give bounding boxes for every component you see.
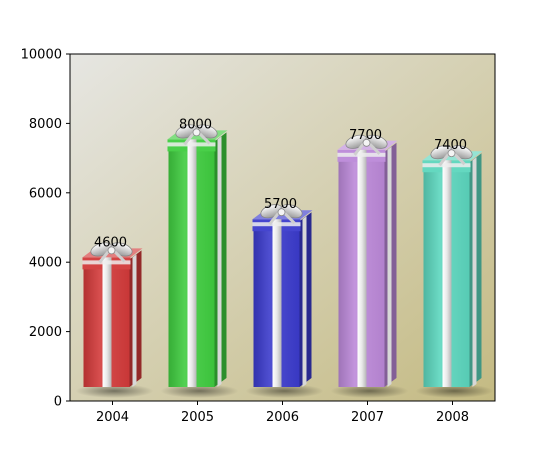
gift-bow (90, 242, 133, 264)
gift-shadow (75, 384, 154, 398)
gift-ribbon-band (252, 222, 301, 227)
x-tick-label: 2006 (266, 410, 299, 425)
x-tick-label: 2007 (351, 410, 384, 425)
bar-value-label: 7400 (434, 138, 467, 153)
gift-bar (75, 242, 154, 398)
gift-ribbon (102, 257, 112, 387)
gift-ribbon-side (302, 216, 307, 387)
gift-ribbon-side (472, 157, 477, 387)
gift-ribbon-band (82, 260, 131, 265)
gift-shadow (330, 384, 409, 398)
y-tick-label: 0 (54, 395, 62, 410)
x-tick-label: 2005 (181, 410, 214, 425)
gift-ribbon-band (337, 152, 386, 157)
bar-value-label: 4600 (94, 235, 127, 250)
bar-value-label: 5700 (264, 197, 297, 212)
bar-value-label: 8000 (179, 117, 212, 132)
x-tick-label: 2008 (436, 410, 469, 425)
gift-bar (415, 145, 494, 398)
data-labels-layer: 4600 8000 5700 7700 7400 (94, 117, 467, 250)
gift-ribbon (272, 219, 282, 387)
gift-ribbon (442, 160, 452, 387)
y-axis: 0 2000 4000 6000 8000 10000 (21, 48, 70, 410)
gift-ribbon (357, 149, 367, 387)
gift-bow (430, 145, 473, 167)
gift-bow (260, 204, 303, 226)
y-tick-label: 4000 (29, 256, 62, 271)
gift-bow (345, 134, 388, 156)
gift-bar (330, 134, 409, 398)
gift-shadow (415, 384, 494, 398)
y-tick-label: 6000 (29, 186, 62, 201)
gift-bow (175, 124, 218, 146)
bars-layer (75, 124, 494, 398)
gift-shadow (160, 384, 239, 398)
gift-ribbon (187, 139, 197, 387)
gift-ribbon-side (387, 146, 392, 387)
x-axis: 2004 2005 2006 2007 2008 (96, 401, 469, 425)
gift-shadow (245, 384, 324, 398)
gift-bar (245, 204, 324, 398)
y-tick-label: 2000 (29, 325, 62, 340)
gift-ribbon-band (422, 163, 471, 168)
gift-ribbon-side (217, 136, 222, 387)
y-tick-label: 10000 (21, 48, 62, 63)
gift-bar (160, 124, 239, 398)
x-tick-label: 2004 (96, 410, 129, 425)
bar-value-label: 7700 (349, 128, 382, 143)
y-tick-label: 8000 (29, 117, 62, 132)
gift-ribbon-side (132, 254, 137, 387)
gift-ribbon-band (167, 142, 216, 147)
